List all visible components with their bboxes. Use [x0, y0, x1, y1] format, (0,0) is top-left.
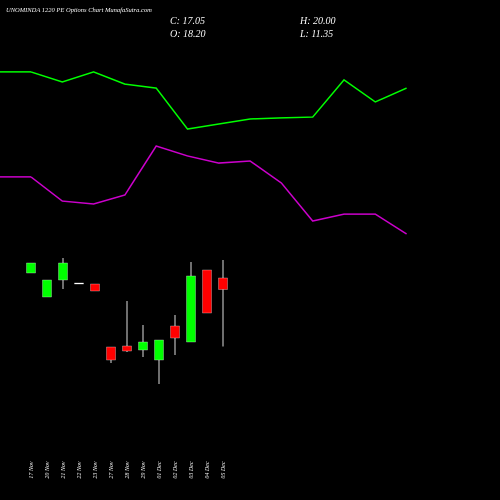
candle-body: [58, 262, 68, 281]
info-open: O: 18.20: [170, 29, 206, 40]
candle-body: [42, 279, 52, 298]
info-high: H: 20.00: [299, 16, 336, 27]
candle-body: [186, 275, 196, 343]
indicator-line: [30, 71, 407, 130]
x-tick-label: 04 Dec: [204, 461, 211, 478]
candle-body: [170, 325, 180, 339]
x-tick-label: 20 Nov: [45, 461, 51, 479]
x-tick-label: 05 Dec: [221, 461, 227, 478]
candle-body: [90, 283, 100, 292]
candle-body: [218, 277, 228, 290]
x-tick-label: 02 Dec: [173, 461, 179, 478]
x-tick-label: 27 Nov: [109, 461, 115, 479]
chart-title: UNOMINDA 1220 PE Options Chart MunafaSut…: [6, 7, 152, 14]
x-tick-label: 03 Dec: [189, 461, 195, 478]
candle-body: [138, 341, 148, 351]
x-tick-label: 21 Nov: [61, 461, 67, 479]
x-tick-label: 01 Dec: [157, 461, 163, 478]
x-tick-label: 22 Nov: [77, 461, 83, 479]
info-close: C: 17.05: [170, 16, 205, 27]
info-low: L: 11.35: [299, 29, 333, 40]
candle-body: [154, 339, 164, 361]
candle-body: [106, 346, 116, 361]
candle-body: [74, 282, 84, 285]
x-tick-label: 23 Nov: [93, 461, 99, 479]
candle-body: [26, 262, 36, 274]
candle-body: [202, 269, 212, 314]
candle-body: [122, 345, 132, 352]
x-tick-label: 28 Nov: [125, 461, 131, 479]
x-tick-label: 29 Nov: [141, 461, 147, 479]
indicator-line: [30, 145, 408, 235]
x-tick-label: 17 Nov: [29, 461, 35, 479]
